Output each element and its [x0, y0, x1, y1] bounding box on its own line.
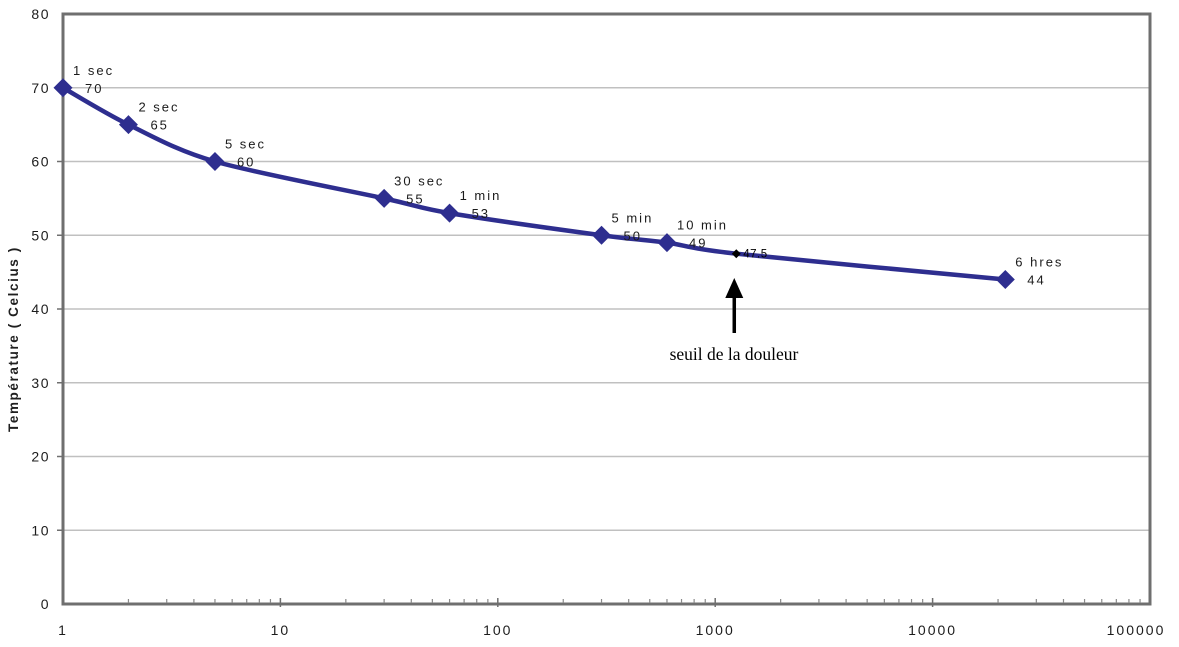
data-point-time-label-1: 2 sec: [138, 100, 179, 115]
data-point-marker: [53, 78, 73, 98]
x-tick-label-1000: 1000: [696, 622, 735, 638]
y-tick-label-70: 70: [31, 80, 50, 96]
data-point-value-label-4: 53: [472, 206, 490, 221]
data-point-time-label-8: 6 hres: [1015, 255, 1063, 270]
data-point-marker: [657, 233, 677, 253]
data-point-time-label-4: 1 min: [460, 188, 502, 203]
threshold-point-marker: [731, 249, 741, 259]
y-tick-label-30: 30: [31, 375, 50, 391]
data-point-value-label-0: 70: [85, 81, 103, 96]
data-point-value-label-2: 60: [237, 155, 255, 170]
y-tick-label-10: 10: [31, 522, 50, 538]
data-point-marker: [118, 115, 138, 135]
x-tick-label-10000: 10000: [908, 622, 957, 638]
y-axis-title: Température ( Celcius ): [6, 246, 21, 432]
annotation-arrow-head: [725, 278, 744, 298]
x-tick-label-10: 10: [271, 622, 291, 638]
data-point-marker: [374, 188, 394, 208]
y-tick-label-0: 0: [41, 596, 50, 612]
data-point-time-label-0: 1 sec: [73, 63, 114, 78]
data-point-time-label-3: 30 sec: [394, 173, 444, 188]
y-tick-label-60: 60: [31, 154, 50, 170]
y-tick-label-80: 80: [31, 6, 50, 22]
data-point-value-label-3: 55: [406, 191, 424, 206]
y-tick-label-50: 50: [31, 227, 50, 243]
data-point-marker: [205, 152, 225, 171]
data-point-value-label-5: 50: [624, 228, 642, 243]
pain-threshold-annotation-label: seuil de la douleur: [669, 344, 799, 364]
x-tick-label-1: 1: [58, 622, 68, 638]
threshold-point-value-label: 47.5: [743, 249, 767, 261]
data-point-value-label-6: 49: [689, 236, 707, 251]
x-tick-label-100: 100: [483, 622, 512, 638]
data-point-marker: [995, 270, 1015, 289]
y-tick-label-20: 20: [31, 449, 50, 465]
y-tick-label-40: 40: [31, 301, 50, 317]
series-line: [60, 85, 1008, 282]
data-point-value-label-1: 65: [150, 118, 168, 133]
data-point-marker: [440, 203, 460, 223]
data-point-time-label-2: 5 sec: [225, 137, 266, 152]
data-point-value-label-8: 44: [1027, 273, 1045, 288]
x-tick-label-100000: 100000: [1107, 622, 1166, 638]
data-point-time-label-6: 10 min: [677, 218, 728, 233]
data-point-time-label-5: 5 min: [612, 210, 654, 225]
data-point-marker: [592, 225, 612, 245]
